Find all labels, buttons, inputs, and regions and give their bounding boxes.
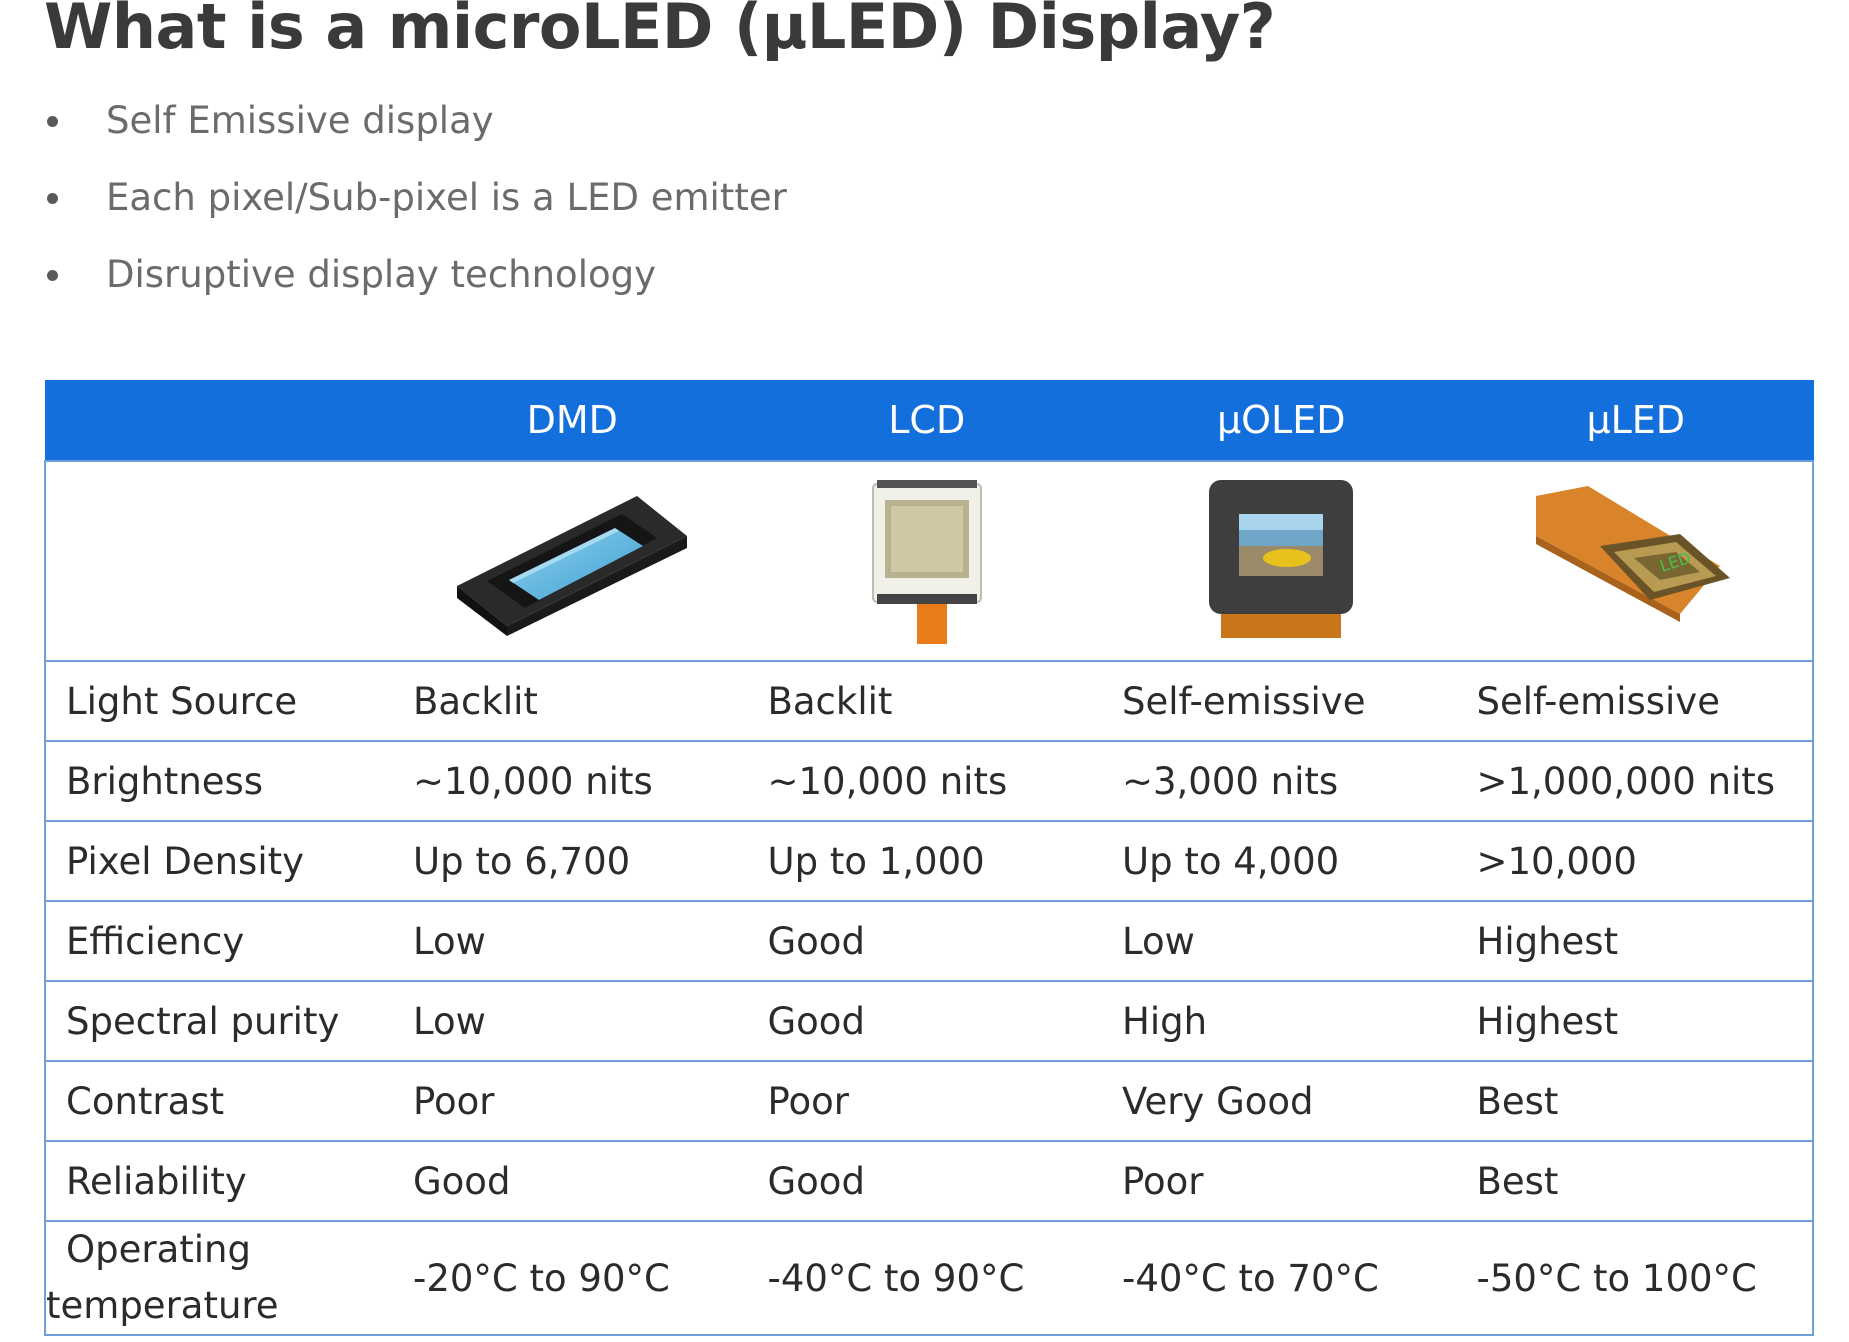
row-label: Brightness: [44, 740, 395, 822]
table-cell: Poor: [395, 1060, 750, 1142]
image-row: LED: [44, 460, 1814, 662]
table-row: Light Source Backlit Backlit Self-emissi…: [44, 660, 1814, 742]
header-uoled: μOLED: [1103, 380, 1459, 461]
table-row: Contrast Poor Poor Very Good Best: [44, 1060, 1814, 1142]
bullet-text: Self Emissive display: [106, 99, 494, 142]
table-cell: Best: [1458, 1060, 1814, 1142]
table-cell: >10,000: [1458, 820, 1814, 902]
header-cell-empty: [44, 380, 396, 461]
header-lcd: LCD: [749, 380, 1105, 461]
table-header-row: DMD LCD μOLED μLED: [44, 380, 1814, 461]
table-cell: Backlit: [395, 660, 750, 742]
table-cell: Up to 1,000: [749, 820, 1104, 902]
table-cell: Self-emissive: [1458, 660, 1814, 742]
table-cell: Highest: [1458, 900, 1814, 982]
table-row: Efficiency Low Good Low Highest: [44, 900, 1814, 982]
table-cell: Low: [1104, 900, 1459, 982]
bullet-item: Disruptive display technology: [44, 249, 787, 326]
table-row: Brightness ~10,000 nits ~10,000 nits ~3,…: [44, 740, 1814, 822]
lcd-panel-icon: [871, 480, 982, 644]
bullet-list: Self Emissive display Each pixel/Sub-pix…: [44, 95, 787, 326]
table-cell: Low: [395, 900, 750, 982]
table-cell: Good: [749, 1140, 1104, 1222]
table-cell: Highest: [1458, 980, 1814, 1062]
dmd-image-cell: [395, 460, 750, 662]
table-cell: ~10,000 nits: [395, 740, 750, 822]
table-row: Pixel Density Up to 6,700 Up to 1,000 Up…: [44, 820, 1814, 902]
dmd-chip-icon: [457, 496, 688, 636]
table-cell: Low: [395, 980, 750, 1062]
table-cell: >1,000,000 nits: [1458, 740, 1814, 822]
table-row: Spectral purity Low Good High Highest: [44, 980, 1814, 1062]
row-label: Reliability: [44, 1140, 395, 1222]
row-label: Spectral purity: [44, 980, 395, 1062]
comparison-table: DMD LCD μOLED μLED: [44, 380, 1814, 1336]
table-cell: -50°C to 100°C: [1458, 1220, 1814, 1336]
row-label: Contrast: [44, 1060, 395, 1142]
lcd-image-cell: [749, 460, 1104, 662]
row-label: Operating temperature: [44, 1220, 395, 1336]
table-cell: Poor: [749, 1060, 1104, 1142]
table-cell: Up to 6,700: [395, 820, 750, 902]
table-cell: ~3,000 nits: [1104, 740, 1459, 822]
bullet-item: Each pixel/Sub-pixel is a LED emitter: [44, 172, 787, 249]
bullet-dot-icon: [47, 270, 58, 281]
header-dmd: DMD: [394, 380, 750, 461]
table-cell: -40°C to 90°C: [749, 1220, 1104, 1336]
bullet-text: Disruptive display technology: [106, 253, 656, 296]
table-cell: -20°C to 90°C: [395, 1220, 750, 1336]
row-label: Pixel Density: [44, 820, 395, 902]
table-cell: Very Good: [1104, 1060, 1459, 1142]
micro-led-chip-icon: LED: [1536, 486, 1731, 622]
row-label: Efficiency: [44, 900, 395, 982]
table-cell: Up to 4,000: [1104, 820, 1459, 902]
table-cell: Good: [395, 1140, 750, 1222]
bullet-dot-icon: [47, 116, 58, 127]
uoled-image-cell: [1104, 460, 1459, 662]
table-cell: High: [1104, 980, 1459, 1062]
header-uled: μLED: [1458, 380, 1814, 461]
table-cell: -40°C to 70°C: [1104, 1220, 1459, 1336]
row-label: Light Source: [44, 660, 395, 742]
bullet-dot-icon: [47, 193, 58, 204]
micro-oled-display-icon: [1209, 480, 1354, 638]
table-cell: Best: [1458, 1140, 1814, 1222]
image-row-label: [44, 460, 395, 662]
row-label-text: Operating temperature: [46, 1228, 279, 1327]
page-title: What is a microLED (μLED) Display?: [44, 0, 1276, 63]
table-row: Reliability Good Good Poor Best: [44, 1140, 1814, 1222]
table-cell: Good: [749, 980, 1104, 1062]
bullet-text: Each pixel/Sub-pixel is a LED emitter: [106, 176, 787, 219]
uled-image-cell: LED: [1458, 460, 1814, 662]
table-cell: Poor: [1104, 1140, 1459, 1222]
table-cell: Good: [749, 900, 1104, 982]
table-cell: ~10,000 nits: [749, 740, 1104, 822]
table-row: Operating temperature -20°C to 90°C -40°…: [44, 1220, 1814, 1336]
bullet-item: Self Emissive display: [44, 95, 787, 172]
table-cell: Backlit: [749, 660, 1104, 742]
table-cell: Self-emissive: [1104, 660, 1459, 742]
